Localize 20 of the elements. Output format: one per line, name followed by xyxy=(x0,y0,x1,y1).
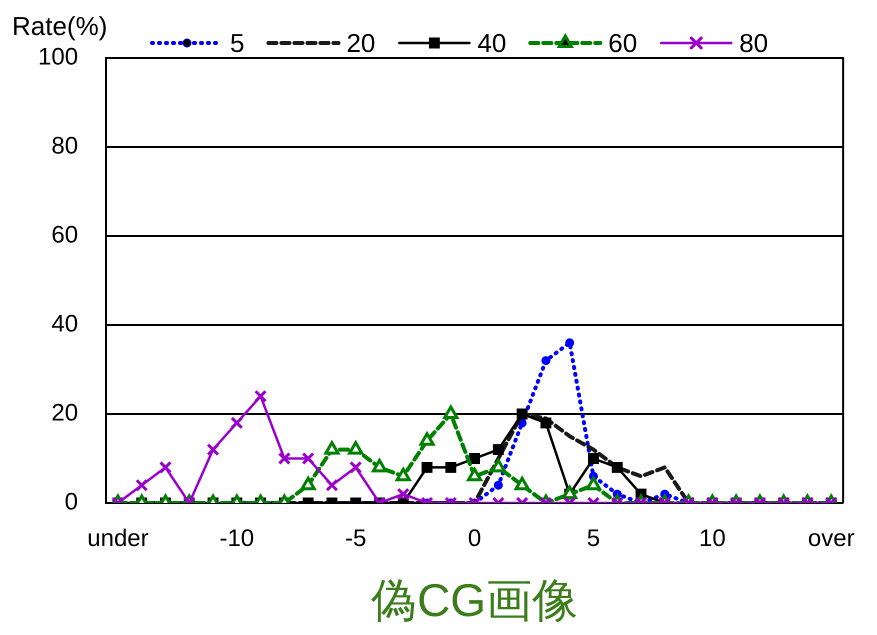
y-tick-label: 40 xyxy=(51,310,78,338)
legend-label: 5 xyxy=(230,28,244,58)
x-tick-label: -5 xyxy=(345,525,366,552)
legend-label: 20 xyxy=(346,28,376,58)
legend-label: 80 xyxy=(739,28,768,58)
x-axis-title: 偽CG画像 xyxy=(371,574,578,626)
y-tick-label: 80 xyxy=(51,132,78,160)
x-tick-label: -10 xyxy=(219,525,254,552)
y-tick-label: 20 xyxy=(51,400,78,427)
x-tick-label: 5 xyxy=(586,525,600,552)
y-tick-label: 100 xyxy=(38,44,78,71)
y-tick-label: 0 xyxy=(64,488,78,516)
x-tick-label: over xyxy=(808,525,855,552)
y-axis-title: Rate(%) xyxy=(12,11,108,42)
x-tick-label: 10 xyxy=(699,525,726,552)
y-tick-label: 60 xyxy=(51,222,78,249)
legend-label: 40 xyxy=(477,28,506,58)
x-tick-label: under xyxy=(87,525,149,552)
legend-label: 60 xyxy=(608,28,638,58)
x-tick-label: 0 xyxy=(468,525,482,552)
